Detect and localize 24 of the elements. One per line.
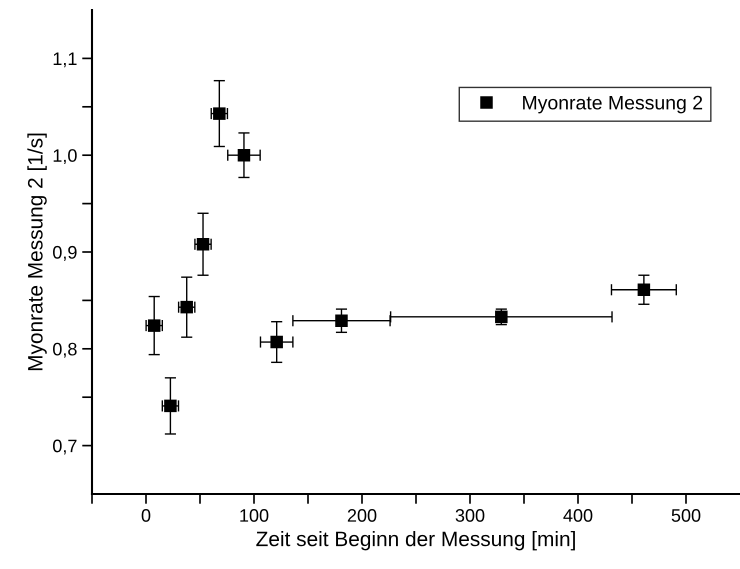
x-tick-label: 500 [672, 509, 700, 522]
point [335, 314, 348, 327]
x-tick-label: 200 [348, 509, 376, 522]
point [238, 148, 250, 162]
point [148, 319, 160, 332]
point [638, 284, 650, 296]
x-tick-label: 400 [563, 509, 592, 522]
y-tick-label: 0,8 [53, 342, 77, 358]
y-axis-title: Myonrate Messung 2 [1/s] [27, 134, 47, 370]
point [164, 400, 177, 412]
x-tick-label: 300 [456, 509, 484, 522]
x-axis-title: Zeit seit Beginn der Messung [min] [256, 530, 575, 550]
point [196, 238, 210, 251]
legend-label: Myonrate Messung 2 [523, 96, 702, 114]
point [270, 336, 283, 348]
y-tick-label: 0,7 [53, 440, 77, 454]
point [213, 107, 226, 120]
y-tick-label: 1,0 [54, 149, 77, 164]
y-tick-label: 1,1 [54, 52, 77, 68]
x-tick-label: 100 [240, 509, 268, 522]
point [495, 310, 508, 324]
y-tick-label: 0,9 [53, 246, 77, 261]
point [180, 300, 193, 314]
x-tick-label: 0 [142, 509, 150, 522]
